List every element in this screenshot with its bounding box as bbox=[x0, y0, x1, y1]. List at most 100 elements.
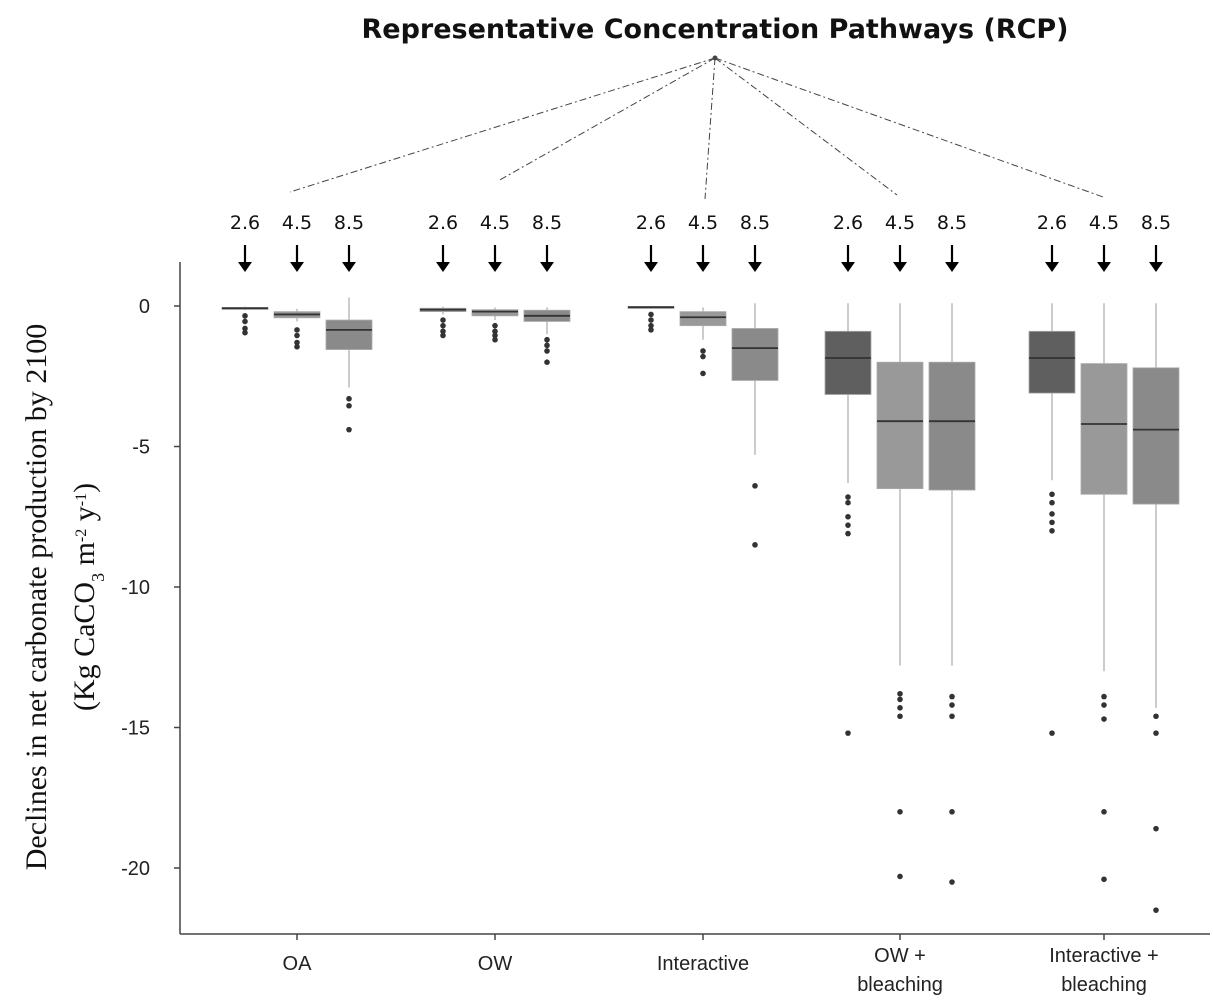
y-axis-label-part: ) bbox=[68, 483, 101, 493]
outlier-point bbox=[1101, 702, 1107, 708]
arrow-head bbox=[1045, 262, 1059, 272]
box-3-2 bbox=[928, 303, 976, 885]
arrow-head bbox=[540, 262, 554, 272]
outlier-point bbox=[440, 332, 446, 339]
arrow-head bbox=[841, 262, 855, 272]
outlier-point bbox=[648, 311, 654, 318]
outlier-point bbox=[294, 332, 300, 339]
y-axis-label-part: -2 bbox=[73, 529, 90, 542]
y-axis-label-part: (Kg CaCO bbox=[68, 582, 101, 711]
outlier-point bbox=[897, 713, 903, 720]
outlier-point bbox=[1049, 528, 1055, 534]
y-ticks: 0 -5 -10 -15 -20 bbox=[121, 296, 180, 880]
x-ticks: OA OW Interactive OW + bleaching Interactive … bbox=[283, 934, 1159, 996]
outlier-point bbox=[949, 713, 955, 720]
outlier-point bbox=[242, 325, 248, 332]
rcp-label: 2.6 bbox=[833, 212, 863, 234]
box-body bbox=[1028, 330, 1076, 394]
box-body bbox=[325, 319, 373, 350]
box-1-1 bbox=[471, 307, 519, 343]
rcp-labels: 2.6 4.5 8.5 2.6 4.5 8.5 2.6 4.5 8.5 2.6 4.5 8.5 2.6 4… bbox=[230, 212, 1171, 234]
outlier-point bbox=[845, 513, 851, 520]
outlier-point bbox=[294, 343, 300, 350]
rcp-label: 2.6 bbox=[1037, 212, 1067, 234]
outlier-point bbox=[1049, 511, 1055, 517]
arrow-head bbox=[290, 262, 304, 272]
outlier-point bbox=[1101, 809, 1107, 815]
arrow-head bbox=[748, 262, 762, 272]
y-axis-label-line1: Declines in net carbonate production by … bbox=[20, 324, 53, 871]
rcp-label: 8.5 bbox=[334, 212, 364, 234]
y-axis-label: Declines in net carbonate production by … bbox=[20, 324, 108, 871]
outlier-point bbox=[544, 359, 550, 366]
x-tick-label: OA bbox=[283, 953, 313, 975]
box-2-0 bbox=[627, 306, 675, 333]
chart-title: Representative Concentration Pathways (R… bbox=[361, 14, 1068, 45]
outlier-point bbox=[346, 426, 352, 433]
rcp-connector-line bbox=[714, 57, 1104, 198]
outlier-point bbox=[700, 370, 706, 377]
outlier-point bbox=[242, 313, 248, 319]
box-2-1 bbox=[679, 307, 727, 377]
outlier-point bbox=[700, 348, 706, 354]
y-tick-label: -15 bbox=[121, 718, 150, 740]
outlier-point bbox=[440, 317, 446, 323]
box-4-1 bbox=[1080, 303, 1128, 883]
outlier-point bbox=[544, 336, 550, 343]
arrow-head bbox=[342, 262, 356, 272]
x-tick-label: Interactive bbox=[657, 953, 749, 975]
rcp-label: 8.5 bbox=[1141, 212, 1171, 234]
arrow-head bbox=[488, 262, 502, 272]
outlier-point bbox=[1049, 730, 1055, 736]
outlier-point bbox=[845, 499, 851, 506]
outlier-point bbox=[752, 483, 758, 489]
box-3-0 bbox=[824, 303, 872, 736]
outlier-point bbox=[492, 328, 498, 335]
rcp-label: 4.5 bbox=[885, 212, 915, 234]
outlier-point bbox=[1153, 713, 1159, 720]
outlier-point bbox=[492, 332, 498, 339]
outlier-point bbox=[1101, 693, 1107, 700]
x-tick-label: OW bbox=[478, 953, 513, 975]
outlier-point bbox=[648, 322, 654, 329]
outlier-point bbox=[897, 705, 903, 711]
outlier-point bbox=[949, 809, 955, 815]
outlier-point bbox=[242, 318, 248, 325]
rcp-connector-line bbox=[704, 57, 716, 200]
box-0-2 bbox=[325, 297, 373, 433]
outlier-point bbox=[845, 522, 851, 528]
box-body bbox=[679, 311, 727, 327]
rcp-label: 4.5 bbox=[480, 212, 510, 234]
connector-apex bbox=[712, 55, 718, 61]
outlier-point bbox=[845, 530, 851, 537]
box-4-2 bbox=[1132, 303, 1180, 913]
box-1-2 bbox=[523, 307, 571, 366]
outlier-point bbox=[492, 322, 498, 329]
arrow-head bbox=[644, 262, 658, 272]
outlier-point bbox=[1101, 876, 1107, 883]
rcp-label: 8.5 bbox=[740, 212, 770, 234]
outlier-point bbox=[544, 342, 550, 349]
outlier-point bbox=[242, 329, 248, 336]
outlier-point bbox=[648, 327, 654, 333]
outlier-point bbox=[845, 730, 851, 736]
rcp-label: 8.5 bbox=[937, 212, 967, 234]
outlier-point bbox=[1153, 730, 1159, 736]
rcp-connector-line bbox=[714, 57, 898, 196]
rcp-label: 2.6 bbox=[428, 212, 458, 234]
box-4-0 bbox=[1028, 303, 1076, 736]
rcp-connector-line bbox=[289, 57, 716, 193]
y-axis-label-part: -1 bbox=[73, 493, 90, 506]
arrow-head bbox=[696, 262, 710, 272]
x-tick-label: OW + bbox=[874, 945, 926, 967]
outlier-point bbox=[440, 328, 446, 335]
x-tick-label: bleaching bbox=[1061, 974, 1147, 996]
box-body bbox=[824, 330, 872, 395]
outlier-point bbox=[897, 690, 903, 697]
box-0-0 bbox=[221, 306, 269, 336]
y-tick-label: -10 bbox=[121, 577, 150, 599]
boxes bbox=[221, 297, 1180, 913]
outlier-point bbox=[897, 873, 903, 880]
outlier-point bbox=[1101, 716, 1107, 722]
